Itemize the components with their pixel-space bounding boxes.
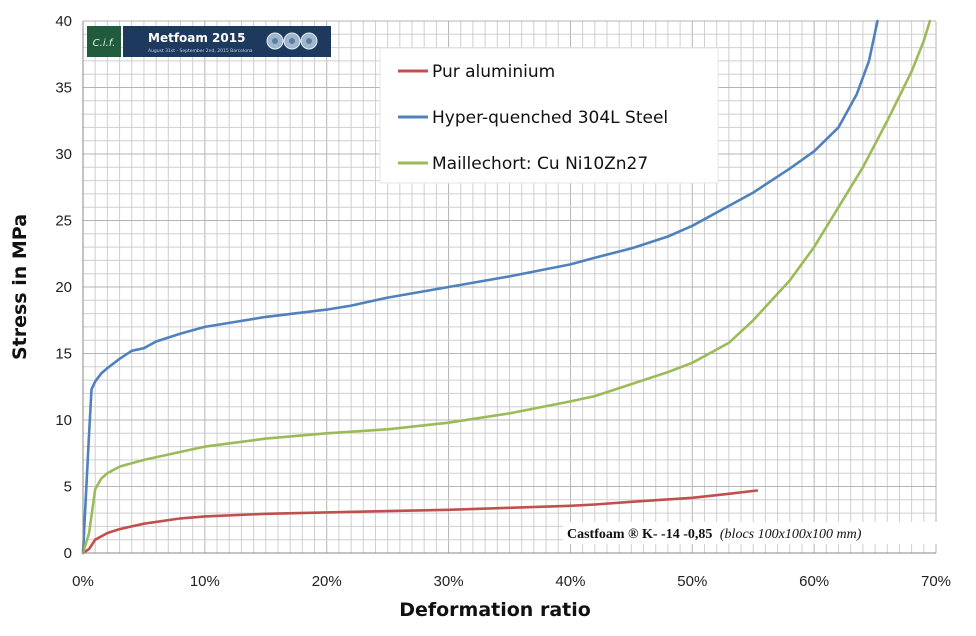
logo-subtitle: August 31st - September 2nd, 2015 Barcel… bbox=[148, 48, 253, 54]
y-tick-label: 40 bbox=[55, 13, 72, 30]
y-tick-label: 25 bbox=[55, 213, 72, 230]
annotation: Castfoam ® K- -14 -0,85 (blocs 100x100x1… bbox=[563, 522, 941, 544]
x-tick-label: 0% bbox=[72, 573, 94, 590]
series-lines bbox=[81, 19, 932, 555]
y-tick-label: 20 bbox=[55, 279, 72, 296]
series-line-maillechort bbox=[81, 19, 932, 555]
x-tick-labels: 0% 10% 20% 30% 40% 50% 60% 70% bbox=[72, 573, 951, 590]
legend-box bbox=[379, 47, 719, 184]
y-tick-label: 10 bbox=[55, 412, 72, 429]
y-tick-label: 30 bbox=[55, 146, 72, 163]
y-tick-label: 15 bbox=[55, 346, 72, 363]
annotation-background bbox=[563, 522, 941, 544]
y-tick-labels: 0 5 10 15 20 25 30 35 40 bbox=[55, 13, 72, 562]
annotation-main: Castfoam ® K- -14 -0,85 bbox=[567, 527, 712, 542]
legend-label-steel: Hyper-quenched 304L Steel bbox=[432, 108, 668, 128]
x-tick-label: 20% bbox=[312, 573, 342, 590]
legend-label-maillechort: Maillechort: Cu Ni10Zn27 bbox=[432, 154, 648, 174]
annotation-text: Castfoam ® K- -14 -0,85 (blocs 100x100x1… bbox=[567, 527, 862, 542]
x-tick-label: 10% bbox=[190, 573, 220, 590]
series-line-steel bbox=[81, 19, 879, 555]
y-tick-label: 35 bbox=[55, 80, 72, 97]
annotation-italic: (blocs 100x100x100 mm) bbox=[720, 527, 862, 542]
logo-left-block bbox=[87, 26, 121, 57]
metfoam-logo: C.i.f. Metfoam 2015 August 31st - Septem… bbox=[87, 26, 331, 57]
x-axis-title: Deformation ratio bbox=[399, 599, 591, 621]
axes bbox=[82, 21, 936, 554]
logo-mark: C.i.f. bbox=[93, 38, 116, 49]
legend-label-aluminium: Pur aluminium bbox=[432, 62, 555, 82]
x-tick-label: 30% bbox=[434, 573, 464, 590]
logo-title: Metfoam 2015 bbox=[148, 31, 245, 45]
x-tick-label: 40% bbox=[555, 573, 585, 590]
grid-lines bbox=[82, 20, 937, 554]
x-tick-label: 50% bbox=[677, 573, 707, 590]
y-tick-label: 0 bbox=[64, 545, 72, 562]
y-axis-title: Stress in MPa bbox=[9, 214, 31, 360]
y-tick-label: 5 bbox=[64, 479, 72, 496]
x-tick-label: 60% bbox=[799, 573, 829, 590]
foam-spheres-icon bbox=[266, 32, 318, 50]
series-line-aluminium bbox=[81, 489, 759, 555]
legend: Pur aluminium Hyper-quenched 304L Steel … bbox=[379, 47, 719, 184]
x-tick-label: 70% bbox=[921, 573, 951, 590]
